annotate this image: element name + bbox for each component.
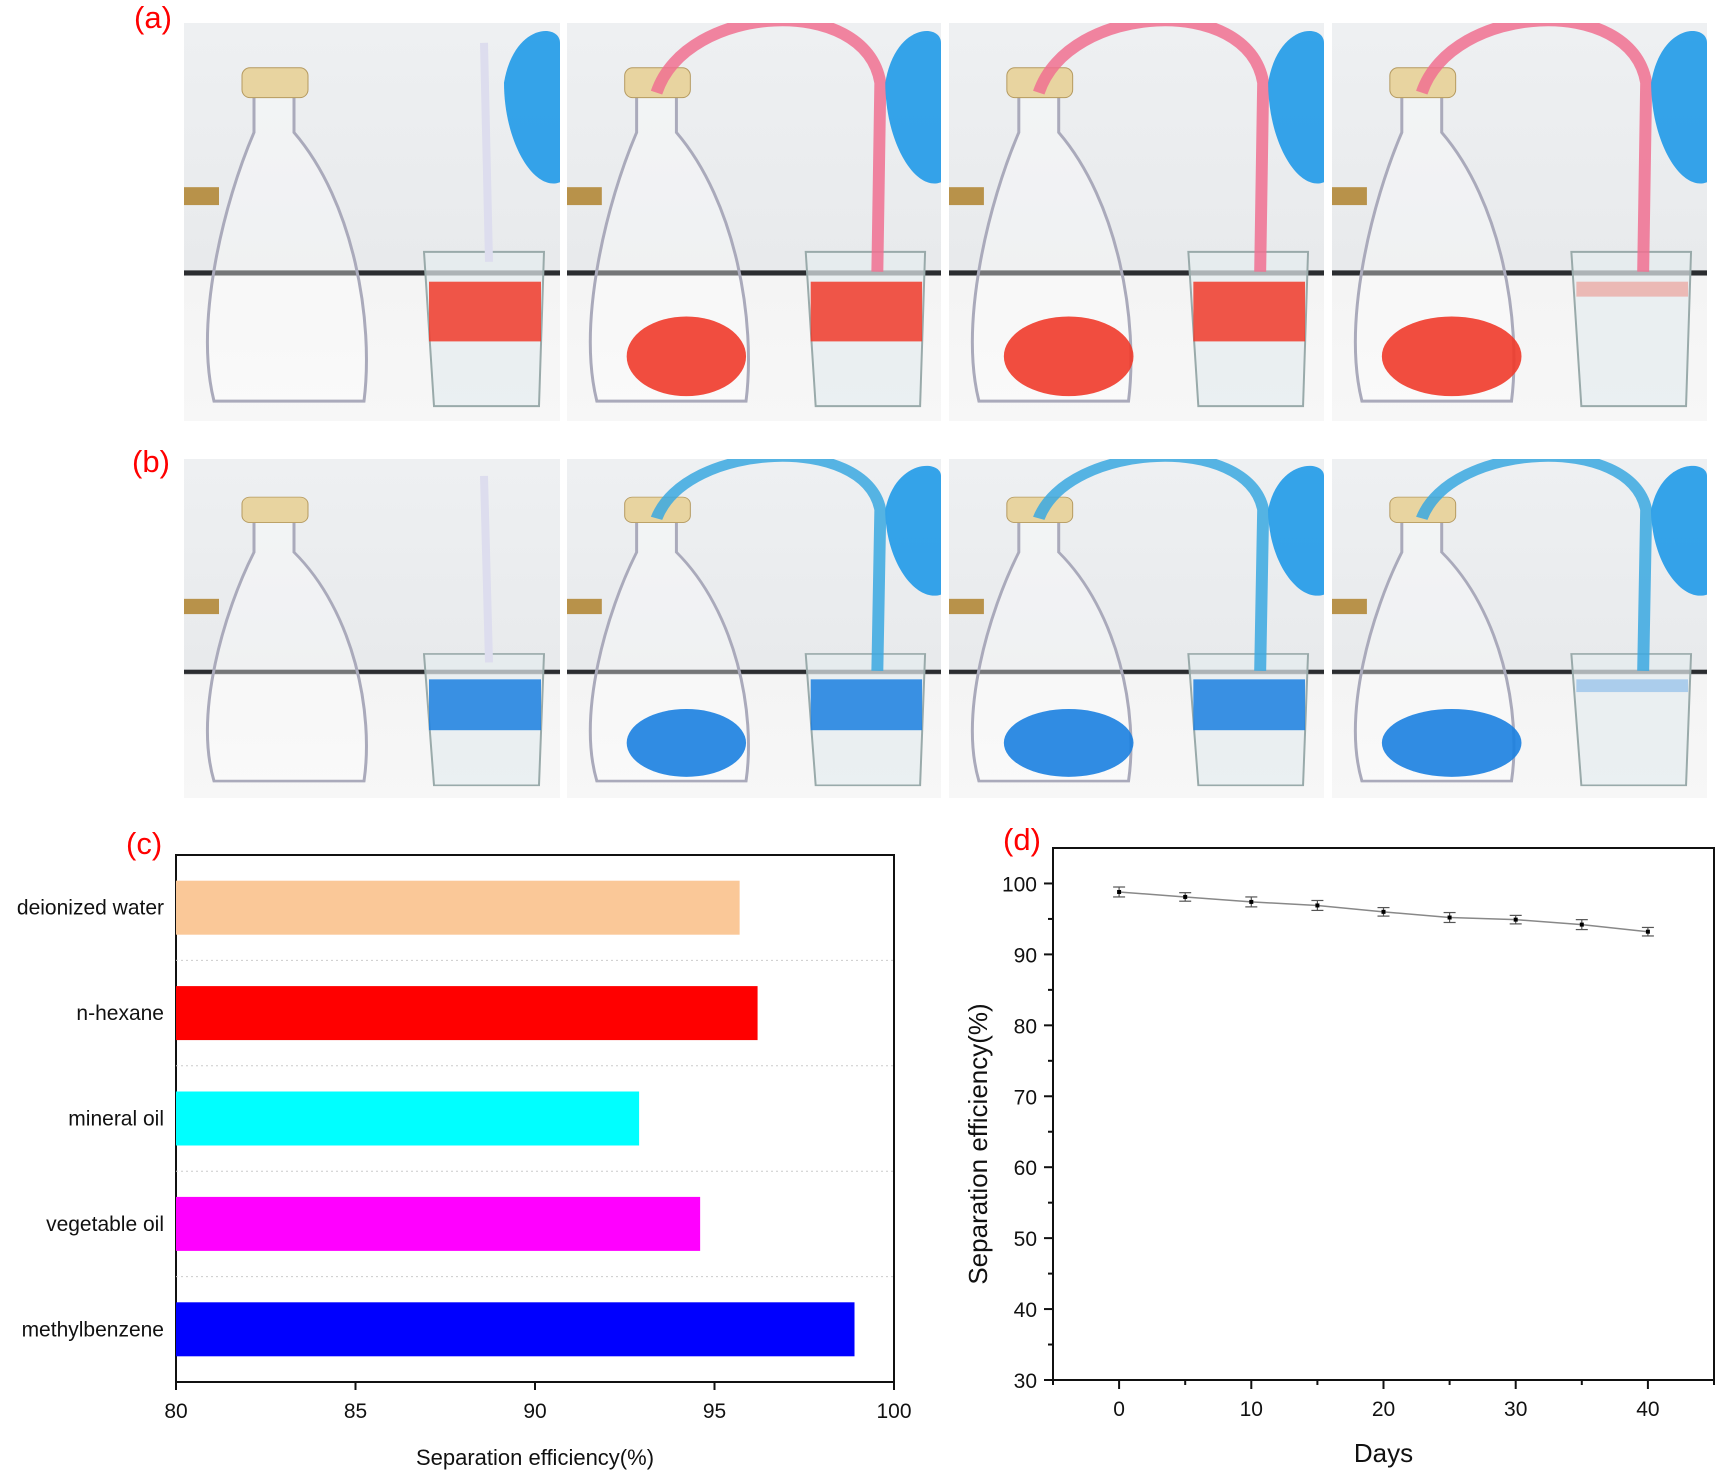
tube <box>650 459 887 671</box>
flask-liquid <box>626 316 747 397</box>
tube <box>1033 23 1270 272</box>
flask-liquid <box>1003 709 1134 777</box>
data-point <box>1117 889 1122 894</box>
panel-label-d: (d) <box>1003 822 1041 857</box>
category-label: n-hexane <box>76 1002 164 1025</box>
panel-label-a: (a) <box>134 0 172 35</box>
data-point <box>1579 922 1584 927</box>
beaker <box>1570 653 1693 787</box>
glove <box>885 465 941 596</box>
category-label: methylbenzene <box>22 1318 164 1341</box>
glove <box>1651 465 1707 596</box>
glove <box>1268 30 1324 184</box>
side-arm <box>567 187 602 206</box>
category-label: vegetable oil <box>46 1213 164 1236</box>
data-point <box>1645 929 1650 934</box>
beaker-liquid <box>810 679 923 731</box>
tube <box>480 42 493 262</box>
glove <box>1651 30 1707 184</box>
tube <box>480 475 493 663</box>
photo-a-3 <box>949 23 1324 421</box>
data-point <box>1183 894 1188 899</box>
x-tick-label: 95 <box>703 1400 726 1423</box>
x-tick-label: 0 <box>1113 1398 1125 1421</box>
data-point <box>1513 917 1518 922</box>
flask <box>206 81 368 403</box>
glove <box>504 30 560 184</box>
y-tick-label: 40 <box>1014 1299 1037 1322</box>
bar-deionized-water <box>176 880 740 935</box>
x-tick-label: 30 <box>1504 1398 1527 1421</box>
flask-liquid <box>626 709 747 777</box>
beaker-liquid <box>1576 281 1689 297</box>
tube <box>1416 23 1653 272</box>
data-point <box>1315 903 1320 908</box>
beaker-liquid <box>1193 281 1306 342</box>
side-arm <box>567 598 602 615</box>
y-tick-label: 60 <box>1014 1157 1037 1180</box>
y-tick-label: 70 <box>1014 1086 1037 1109</box>
beaker-liquid <box>1193 679 1306 731</box>
data-point <box>1249 899 1254 904</box>
tube <box>1033 459 1270 671</box>
flask-liquid <box>1381 316 1522 397</box>
tube <box>1416 459 1653 671</box>
x-tick-label: 100 <box>876 1400 911 1423</box>
x-tick-label: 80 <box>164 1400 187 1423</box>
photo-a-1 <box>184 23 560 421</box>
y-axis-title: Separation efficiency(%) <box>963 1003 993 1284</box>
y-tick-label: 90 <box>1014 944 1037 967</box>
x-tick-label: 20 <box>1372 1398 1395 1421</box>
beaker-liquid <box>810 281 923 342</box>
beaker <box>1570 250 1693 408</box>
panel-label-b: (b) <box>132 444 170 479</box>
x-tick-label: 40 <box>1636 1398 1659 1421</box>
side-arm <box>184 187 219 206</box>
y-tick-label: 50 <box>1014 1228 1037 1251</box>
stopper <box>241 496 309 523</box>
photo-a-4 <box>1332 23 1707 421</box>
panel-label-c: (c) <box>126 826 163 861</box>
side-arm <box>1332 187 1367 206</box>
bar-vegetable-oil <box>176 1196 701 1251</box>
x-tick-label: 85 <box>344 1400 367 1423</box>
glove <box>1268 465 1324 596</box>
beaker-liquid <box>429 281 541 342</box>
bar-n-hexane <box>176 986 758 1041</box>
photo-b-4 <box>1332 459 1707 798</box>
glove <box>885 30 941 184</box>
category-label: deionized water <box>17 897 164 920</box>
x-tick-label: 10 <box>1240 1398 1263 1421</box>
photo-b-2 <box>567 459 941 798</box>
flask-liquid <box>1003 316 1134 397</box>
x-tick-label: 90 <box>523 1400 546 1423</box>
beaker-liquid <box>1576 679 1689 693</box>
side-arm <box>184 598 219 615</box>
side-arm <box>949 598 984 615</box>
bar-methylbenzene <box>176 1302 855 1357</box>
bar-mineral-oil <box>176 1091 640 1146</box>
tube <box>650 23 887 272</box>
photo-b-3 <box>949 459 1324 798</box>
photo-a-2 <box>567 23 941 421</box>
x-axis-title: Days <box>1354 1438 1413 1468</box>
data-point <box>1447 915 1452 920</box>
y-tick-label: 100 <box>1002 873 1037 896</box>
y-tick-label: 80 <box>1014 1015 1037 1038</box>
data-point <box>1381 909 1386 914</box>
side-arm <box>1332 598 1367 615</box>
x-axis-title: Separation efficiency(%) <box>416 1445 654 1470</box>
flask-liquid <box>1381 709 1522 777</box>
photo-b-1 <box>184 459 560 798</box>
category-label: mineral oil <box>68 1108 164 1131</box>
flask <box>206 508 368 783</box>
beaker-liquid <box>429 679 541 731</box>
stopper <box>241 67 309 99</box>
side-arm <box>949 187 984 206</box>
y-tick-label: 30 <box>1014 1370 1037 1393</box>
